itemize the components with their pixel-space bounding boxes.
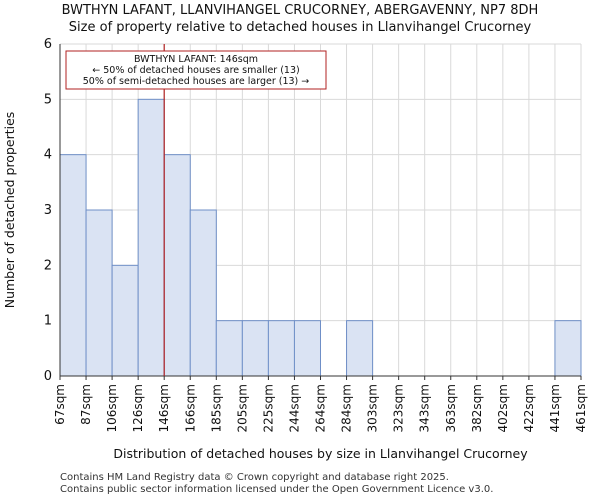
x-tick-label: 461sqm: [574, 384, 588, 432]
x-axis-label: Distribution of detached houses by size …: [113, 446, 528, 461]
y-tick-label: 2: [44, 258, 52, 273]
annotation-line-2: ← 50% of detached houses are smaller (13…: [92, 65, 299, 76]
y-tick-label: 6: [44, 37, 52, 52]
x-tick-label: 382sqm: [470, 384, 484, 432]
histogram-bar: [267, 320, 295, 377]
histogram-bar: [111, 264, 139, 377]
x-tick-label: 363sqm: [444, 384, 458, 432]
x-tick-label: 205sqm: [235, 384, 249, 432]
footer-line-1: Contains HM Land Registry data © Crown c…: [60, 472, 449, 483]
histogram-bar: [241, 320, 269, 377]
x-tick-label: 303sqm: [366, 384, 380, 432]
chart-title: BWTHYN LAFANT, LLANVIHANGEL CRUCORNEY, A…: [61, 3, 539, 18]
x-tick-label: 402sqm: [496, 384, 510, 432]
y-tick-label: 1: [44, 314, 52, 329]
x-tick-label: 87sqm: [79, 384, 93, 425]
annotation-line-3: 50% of semi-detached houses are larger (…: [83, 76, 310, 87]
histogram-bar: [163, 154, 191, 377]
x-tick-label: 343sqm: [418, 384, 432, 432]
x-tick-label: 441sqm: [548, 384, 562, 432]
x-tick-label: 67sqm: [53, 384, 67, 425]
histogram-bar: [85, 209, 113, 377]
histogram-bar: [554, 320, 582, 377]
x-tick-label: 106sqm: [105, 384, 119, 432]
x-tick-label: 166sqm: [183, 384, 197, 432]
histogram-bar: [346, 320, 374, 377]
histogram-bar: [59, 154, 87, 377]
histogram-bar: [137, 98, 165, 377]
x-tick-label: 146sqm: [157, 384, 171, 432]
y-tick-label: 5: [44, 92, 52, 107]
histogram-bar: [189, 209, 217, 377]
annotation-box: [65, 50, 327, 90]
x-tick-label: 225sqm: [261, 384, 275, 432]
y-tick-label: 4: [44, 148, 52, 163]
histogram-bar: [293, 320, 322, 377]
x-tick-label: 422sqm: [522, 384, 536, 432]
x-tick-label: 323sqm: [392, 384, 406, 432]
footer-line-2: Contains public sector information licen…: [60, 484, 494, 495]
x-tick-label: 284sqm: [340, 384, 354, 432]
chart-subtitle: Size of property relative to detached ho…: [68, 20, 532, 35]
x-tick-label: 264sqm: [314, 384, 328, 432]
y-tick-label: 0: [44, 369, 52, 384]
histogram-bar: [215, 320, 243, 377]
x-tick-label: 185sqm: [209, 384, 223, 432]
annotation-line-1: BWTHYN LAFANT: 146sqm: [134, 54, 258, 65]
y-tick-label: 3: [44, 203, 52, 218]
y-axis-label: Number of detached properties: [2, 112, 17, 309]
x-tick-label: 244sqm: [287, 384, 301, 432]
x-tick-label: 126sqm: [131, 384, 145, 432]
